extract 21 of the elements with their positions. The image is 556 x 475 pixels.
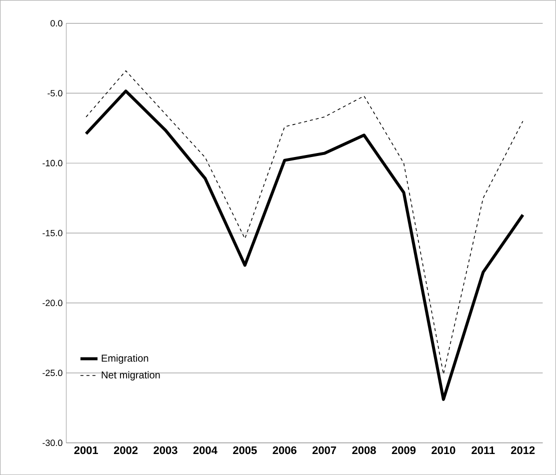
x-tick-label: 2001 [74,446,98,454]
y-tick-label: -10.0 [42,160,62,166]
y-tick-label: -25.0 [42,370,62,376]
x-tick-label: 2005 [233,446,257,454]
y-tick-label: -5.0 [48,90,62,96]
x-tick-label: 2009 [392,446,416,454]
legend-label: Emigration [102,354,148,364]
x-tick-label: 2008 [352,446,376,454]
x-tick-label: 2011 [472,446,495,454]
x-tick-label: 2003 [154,446,178,454]
y-tick-label: -30.0 [42,440,62,446]
x-tick-label: 2007 [312,446,336,454]
y-tick-label: -20.0 [42,300,62,306]
x-tick-label: 2002 [114,446,138,454]
x-tick-label: 2010 [432,446,456,454]
x-tick-label: 2004 [193,446,218,454]
x-tick-label: 2006 [272,446,296,454]
legend-label: Net migration [102,371,160,380]
y-tick-label: -15.0 [42,230,62,236]
x-tick-label: 2012 [511,446,535,454]
y-tick-label: 0.0 [50,20,62,26]
